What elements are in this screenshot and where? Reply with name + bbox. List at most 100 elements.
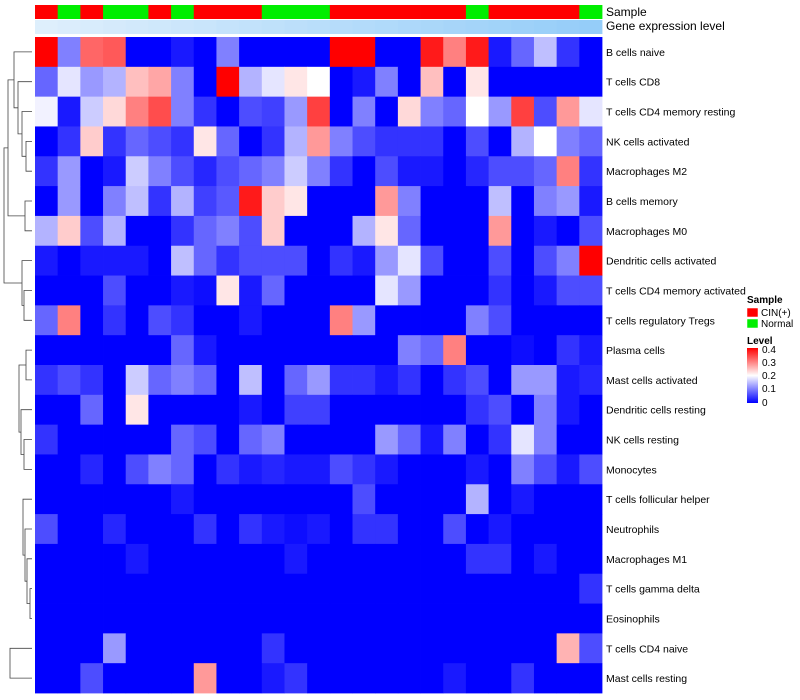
gene-expression-annotation-cell bbox=[329, 20, 353, 34]
heatmap-cell bbox=[579, 126, 603, 157]
heatmap-cell bbox=[465, 365, 489, 396]
heatmap-cell bbox=[80, 335, 104, 366]
heatmap-cell bbox=[171, 603, 195, 634]
heatmap-cell bbox=[329, 215, 353, 247]
heatmap-cell bbox=[533, 186, 558, 217]
heatmap-cell bbox=[239, 365, 263, 396]
sample-annotation-cell bbox=[171, 5, 195, 19]
heatmap-cell bbox=[375, 424, 399, 455]
heatmap-cell bbox=[533, 365, 558, 396]
heatmap-cell bbox=[216, 37, 240, 68]
heatmap-cell bbox=[239, 454, 263, 485]
heatmap-cell bbox=[511, 633, 535, 664]
heatmap-cell bbox=[397, 96, 421, 127]
heatmap-cell bbox=[488, 573, 512, 604]
heatmap-cell bbox=[533, 603, 558, 634]
gene-expression-annotation-cell bbox=[352, 20, 376, 34]
heatmap-cell bbox=[488, 394, 512, 426]
heatmap-cell bbox=[171, 245, 195, 276]
heatmap-cell bbox=[352, 365, 376, 396]
heatmap-cell bbox=[397, 156, 421, 187]
heatmap-cell bbox=[57, 126, 81, 157]
heatmap-cell bbox=[35, 335, 59, 366]
heatmap-cell bbox=[103, 335, 127, 366]
heatmap-cell bbox=[329, 514, 353, 545]
sample-annotation-cell bbox=[125, 5, 149, 19]
row-label: Monocytes bbox=[606, 464, 657, 476]
gene-expression-annotation-cell bbox=[284, 20, 308, 34]
heatmap-cell bbox=[511, 305, 535, 336]
sample-annotation-cell bbox=[80, 5, 104, 19]
heatmap-cell bbox=[307, 394, 331, 426]
heatmap-cell bbox=[216, 454, 240, 485]
heatmap-cell bbox=[57, 305, 81, 336]
heatmap-cell bbox=[556, 126, 580, 157]
heatmap-cell bbox=[57, 275, 81, 306]
heatmap-cell bbox=[193, 275, 217, 306]
row-label: B cells naive bbox=[606, 47, 665, 59]
heatmap-cell bbox=[148, 96, 172, 127]
heatmap-cell bbox=[420, 424, 444, 455]
heatmap-cell bbox=[103, 424, 127, 455]
heatmap-cell bbox=[556, 156, 580, 187]
heatmap-cell bbox=[284, 424, 308, 455]
heatmap-cell bbox=[261, 37, 285, 68]
heatmap-cell bbox=[556, 633, 580, 664]
heatmap-cell bbox=[488, 603, 512, 634]
heatmap-cell bbox=[148, 394, 172, 426]
heatmap-cell bbox=[352, 275, 376, 306]
heatmap-cell bbox=[80, 514, 104, 545]
heatmap-cell bbox=[239, 37, 263, 68]
dendrogram-branch bbox=[23, 439, 32, 470]
heatmap-cell bbox=[511, 335, 535, 366]
heatmap-cell bbox=[443, 245, 467, 276]
level-tick-0.2: 0.2 bbox=[762, 371, 776, 382]
heatmap-cell bbox=[261, 215, 285, 247]
heatmap-cell bbox=[556, 573, 580, 604]
heatmap-cell bbox=[329, 603, 353, 634]
heatmap-cell bbox=[533, 245, 558, 276]
heatmap-cell bbox=[329, 663, 353, 694]
heatmap-cell bbox=[35, 365, 59, 396]
dendrogram-branch bbox=[24, 200, 32, 232]
dendrogram-branch bbox=[13, 51, 32, 109]
heatmap-cell bbox=[375, 484, 399, 515]
heatmap-cell bbox=[488, 424, 512, 455]
heatmap-cell bbox=[488, 484, 512, 515]
heatmap-cell bbox=[307, 633, 331, 664]
heatmap-cell bbox=[261, 335, 285, 366]
heatmap-cell bbox=[307, 603, 331, 634]
heatmap-cell bbox=[80, 424, 104, 455]
heatmap-cell bbox=[261, 186, 285, 217]
heatmap-cell bbox=[488, 543, 512, 575]
heatmap-cell bbox=[193, 603, 217, 634]
heatmap-cell bbox=[488, 454, 512, 485]
heatmap-cell bbox=[284, 543, 308, 575]
heatmap-cell bbox=[352, 424, 376, 455]
heatmap-cell bbox=[465, 394, 489, 426]
heatmap-cell bbox=[125, 543, 149, 575]
heatmap-cell bbox=[35, 663, 59, 694]
heatmap-cell bbox=[465, 543, 489, 575]
heatmap-cell bbox=[193, 365, 217, 396]
heatmap-cell bbox=[239, 394, 263, 426]
heatmap-cell bbox=[420, 96, 444, 127]
sample-annotation-cell bbox=[239, 5, 263, 19]
heatmap-cell bbox=[533, 454, 558, 485]
heatmap-cell bbox=[511, 514, 535, 545]
heatmap-cell bbox=[148, 186, 172, 217]
heatmap-cell bbox=[148, 335, 172, 366]
heatmap-cell bbox=[488, 335, 512, 366]
heatmap-cell bbox=[556, 424, 580, 455]
heatmap-cell bbox=[556, 365, 580, 396]
heatmap-cell bbox=[443, 66, 467, 98]
heatmap-cell bbox=[125, 335, 149, 366]
heatmap-cell bbox=[556, 96, 580, 127]
row-dendrogram bbox=[3, 51, 32, 679]
heatmap-cell bbox=[103, 573, 127, 604]
gene-expression-annotation-cell bbox=[261, 20, 285, 34]
heatmap-cell bbox=[35, 633, 59, 664]
heatmap-cell bbox=[579, 603, 603, 634]
heatmap-cell bbox=[193, 543, 217, 575]
row-label: T cells regulatory Tregs bbox=[606, 315, 715, 327]
